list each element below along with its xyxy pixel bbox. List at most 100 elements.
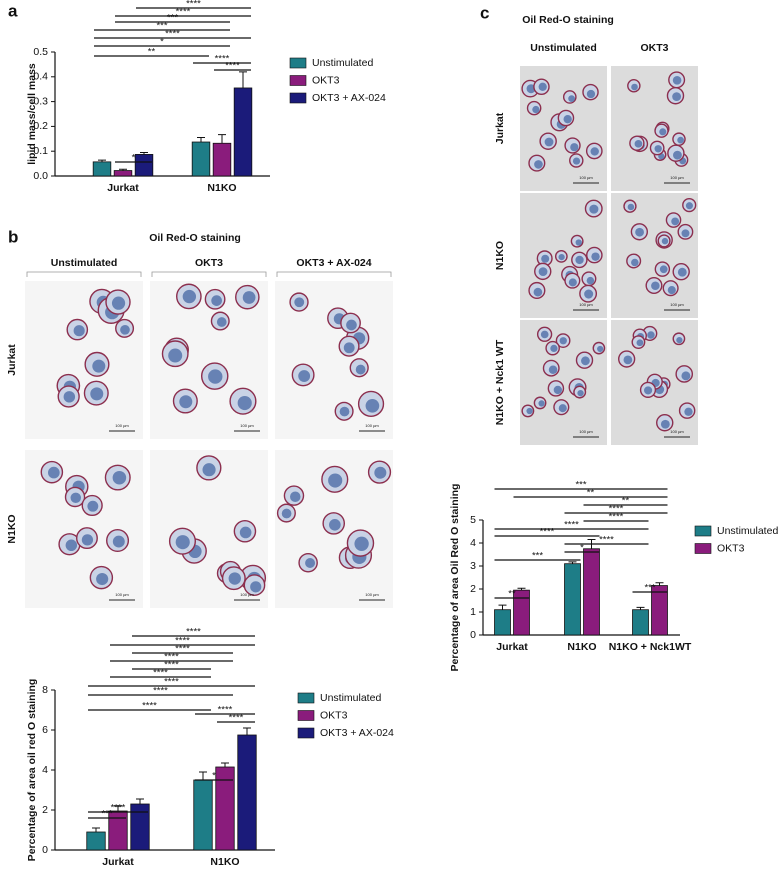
significance-label: ****	[229, 713, 244, 724]
cell-nucleus	[644, 386, 653, 395]
y-tick-label: 2	[42, 804, 48, 816]
cell-nucleus	[533, 287, 543, 297]
legend-label: OKT3	[717, 542, 745, 554]
cell-nucleus	[532, 105, 540, 114]
bar	[92, 161, 112, 177]
cell-nucleus	[70, 492, 82, 504]
cell-nucleus	[672, 75, 682, 85]
scale-bar-label: 100 µm	[670, 175, 684, 180]
legend-swatch	[694, 543, 712, 554]
significance-label: ***	[167, 13, 178, 24]
cell-nucleus	[354, 536, 369, 551]
bar	[583, 548, 600, 636]
cell-nucleus	[685, 202, 693, 210]
cell-nucleus	[216, 317, 227, 327]
cell-nucleus	[568, 95, 575, 102]
x-tick-label: Jurkat	[496, 641, 528, 653]
scale-bar-label: 100 µm	[365, 423, 379, 428]
significance-label: ****	[164, 652, 179, 663]
bar	[191, 141, 211, 177]
cell-nucleus	[329, 518, 341, 531]
y-axis-label: Percentage of area oil red O staining	[26, 679, 38, 862]
cell-nucleus	[290, 491, 301, 502]
cell-nucleus	[590, 147, 599, 156]
legend-swatch	[297, 692, 315, 704]
micrograph-title: Oil Red-O staining	[149, 232, 241, 244]
cell-nucleus	[343, 342, 355, 354]
significance-label: ****	[186, 627, 201, 638]
significance-label: **	[508, 589, 516, 600]
cell-nucleus	[239, 526, 252, 539]
bar	[113, 170, 133, 177]
cell-nucleus	[328, 473, 343, 488]
significance-label: ****	[609, 504, 624, 515]
error-bar	[568, 561, 577, 564]
cell-nucleus	[568, 278, 577, 287]
cell-nucleus	[563, 114, 572, 124]
cell-nucleus	[73, 325, 85, 337]
bar	[632, 609, 649, 636]
legend-label: OKT3	[320, 709, 348, 721]
error-bar	[98, 159, 106, 162]
bar	[130, 803, 150, 851]
error-bar	[136, 798, 144, 804]
row-label: N1KO	[494, 241, 506, 270]
cell-nucleus	[92, 359, 106, 373]
cell-nucleus	[526, 407, 533, 415]
scale-bar-label: 100 µm	[115, 423, 129, 428]
significance-label: ****	[599, 535, 614, 546]
cell-nucleus	[540, 330, 549, 339]
legend-swatch	[289, 92, 307, 104]
significance-label: ***	[644, 583, 655, 594]
legend-swatch	[289, 75, 307, 86]
cell-nucleus	[575, 239, 582, 246]
cell-nucleus	[538, 400, 545, 407]
significance-label: **	[148, 47, 156, 58]
significance-label: ****	[153, 668, 168, 679]
cell-nucleus	[627, 203, 635, 211]
cell-nucleus	[538, 267, 548, 277]
significance-label: **	[587, 488, 595, 499]
cell-nucleus	[631, 258, 639, 267]
x-tick-label: N1KO	[207, 182, 236, 194]
scale-bar-label: 100 µm	[579, 302, 593, 307]
legend-label: Unstimulated	[312, 57, 373, 69]
scale-bar-label: 100 µm	[240, 592, 254, 597]
legend-label: Unstimulated	[320, 692, 381, 704]
cell-nucleus	[228, 572, 241, 585]
cell-nucleus	[87, 500, 99, 512]
significance-label: ****	[142, 701, 157, 712]
cell-nucleus	[659, 265, 668, 274]
cell-nucleus	[659, 128, 667, 136]
significance-label: ****	[175, 636, 190, 647]
error-bar	[114, 805, 122, 811]
scale-bar-label: 100 µm	[579, 429, 593, 434]
legend-label: OKT3	[312, 74, 340, 86]
bar	[564, 563, 581, 636]
significance-label: ****	[164, 677, 179, 688]
error-bar	[199, 771, 207, 780]
micrograph-image	[611, 193, 698, 318]
bar	[134, 154, 154, 177]
cell-nucleus	[534, 160, 543, 169]
column-bracket	[26, 271, 142, 277]
significance-label: ****	[540, 527, 555, 538]
y-tick-label: 1	[470, 606, 476, 618]
column-bracket	[276, 271, 392, 277]
y-tick-label: 0	[470, 629, 476, 641]
significance-label: **	[622, 496, 630, 507]
column-header: OKT3	[640, 42, 668, 54]
error-bar	[92, 827, 100, 832]
cell-nucleus	[647, 331, 655, 339]
cell-nucleus	[651, 281, 660, 291]
scale-bar-label: 100 µm	[670, 302, 684, 307]
x-tick-label: Jurkat	[102, 856, 134, 868]
scale-bar-label: 100 µm	[670, 429, 684, 434]
significance-label: *	[580, 543, 584, 554]
bar	[494, 609, 511, 636]
cell-nucleus	[586, 89, 596, 99]
significance-label: ****	[175, 644, 190, 655]
bar	[513, 589, 530, 636]
cell-nucleus	[111, 296, 126, 310]
